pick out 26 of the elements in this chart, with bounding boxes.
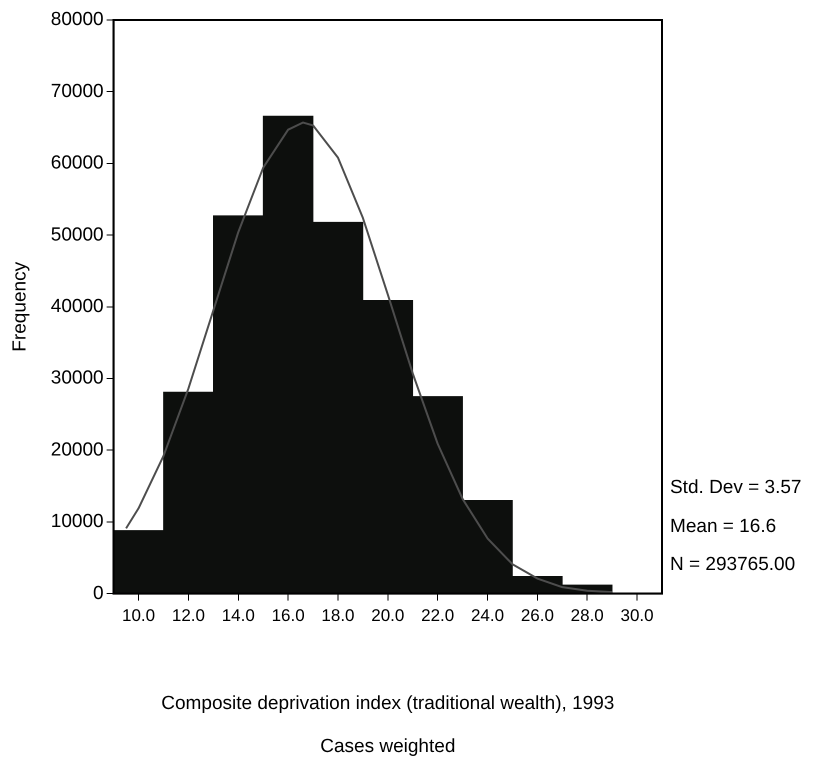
y-tick-label: 10000 xyxy=(50,511,104,532)
y-tick-label: 80000 xyxy=(50,9,104,30)
y-tick-label: 0 xyxy=(93,582,104,604)
x-tick-label: 12.0 xyxy=(172,606,205,625)
x-tick-label: 20.0 xyxy=(371,606,404,625)
x-tick-label: 18.0 xyxy=(321,606,355,625)
y-tick-label: 50000 xyxy=(50,224,104,246)
x-tick-label: 10.0 xyxy=(122,606,156,625)
y-tick-label: 20000 xyxy=(50,439,104,460)
y-tick-label: 40000 xyxy=(50,296,104,318)
y-tick-label: 30000 xyxy=(50,368,104,389)
x-axis-title: Composite deprivation index (traditional wealth), 1993 xyxy=(161,692,614,714)
y-axis-title: Frequency xyxy=(10,261,31,352)
x-tick-label: 14.0 xyxy=(222,606,255,625)
x-tick-label: 16.0 xyxy=(272,606,305,625)
x-tick-label: 30.0 xyxy=(620,606,654,625)
text: Std. Dev = 3.57 xyxy=(670,476,802,498)
y-tick-label: 60000 xyxy=(50,152,104,174)
x-tick-label: 24.0 xyxy=(470,606,504,625)
x-tick-label: 22.0 xyxy=(421,606,454,625)
y-tick-label: 70000 xyxy=(50,80,104,102)
text: Mean = 16.6 xyxy=(670,516,776,537)
text: Cases weighted xyxy=(320,736,456,758)
text: N = 293765.00 xyxy=(670,554,796,575)
x-tick-label: 28.0 xyxy=(570,606,604,625)
x-tick-label: 26.0 xyxy=(520,606,554,625)
